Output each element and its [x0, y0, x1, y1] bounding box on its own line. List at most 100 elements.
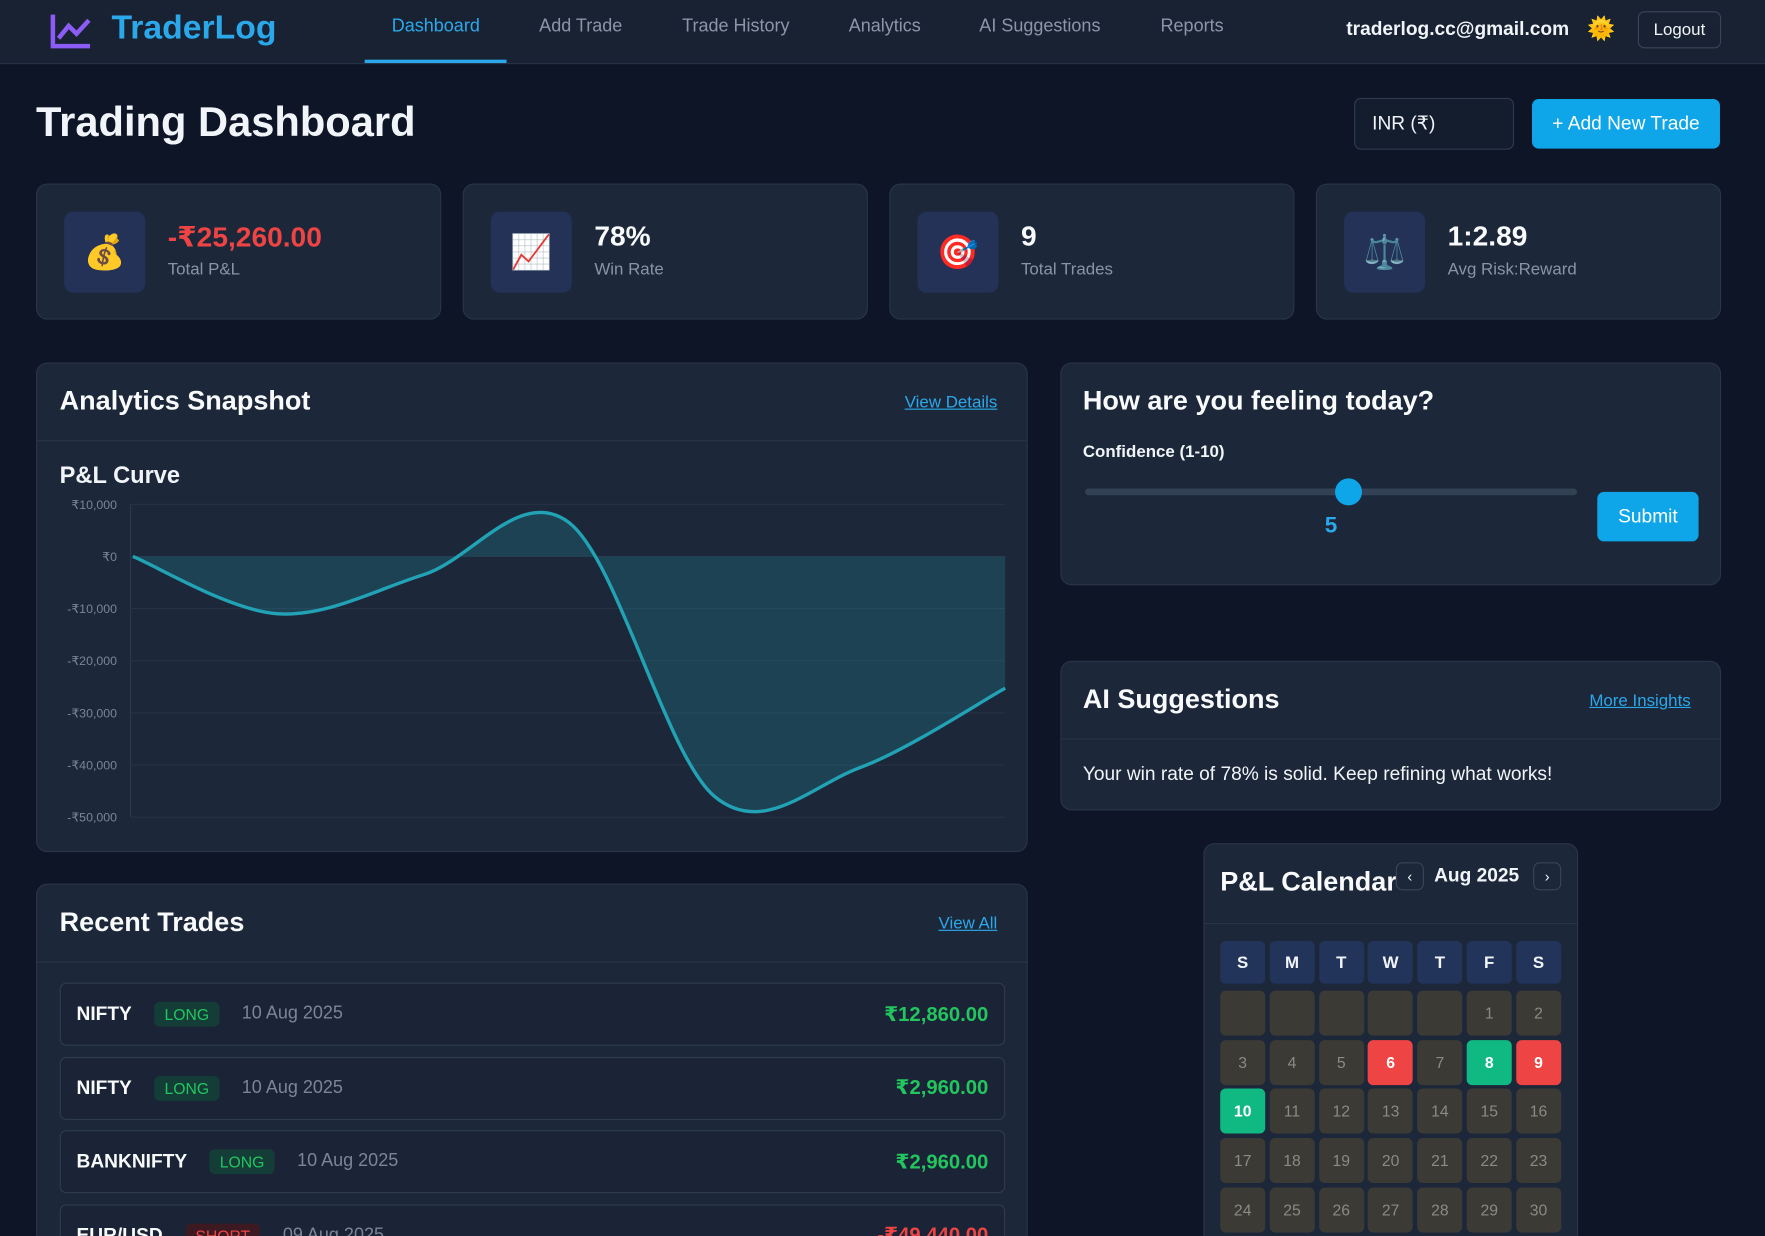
calendar-day[interactable]: 29	[1466, 1187, 1512, 1233]
next-month[interactable]: ›	[1533, 862, 1562, 891]
empty-day	[1417, 990, 1463, 1036]
nav-active-underline	[364, 59, 507, 64]
weekday-header: T	[1318, 941, 1364, 984]
calendar-day[interactable]: 19	[1318, 1138, 1364, 1184]
calendar-day[interactable]: 11	[1269, 1088, 1315, 1134]
calendar-day[interactable]: 15	[1466, 1088, 1512, 1134]
trade-pnl: -₹49,440.00	[877, 1223, 989, 1236]
calendar-day[interactable]: 14	[1417, 1088, 1463, 1134]
stat-icon: 🎯	[917, 211, 999, 293]
calendar-day[interactable]: 8	[1466, 1039, 1512, 1085]
calendar-day[interactable]: 25	[1269, 1187, 1315, 1233]
trade-date: 10 Aug 2025	[241, 1077, 343, 1097]
stat-card: 🎯 9 Total Trades	[889, 183, 1295, 320]
divider	[37, 961, 1027, 963]
nav-item[interactable]: Analytics	[848, 16, 921, 37]
theme-toggle[interactable]: 🌞	[1587, 16, 1616, 42]
empty-day	[1220, 990, 1266, 1036]
nav-item[interactable]: Trade History	[682, 16, 790, 37]
calendar-day[interactable]: 26	[1318, 1187, 1364, 1233]
empty-day	[1318, 990, 1364, 1036]
trade-row[interactable]: NIFTY LONG 10 Aug 2025 ₹12,860.00	[59, 982, 1006, 1046]
slider-track[interactable]	[1085, 488, 1578, 496]
more-insights-link[interactable]: More Insights	[1589, 691, 1691, 711]
weekday-header: F	[1466, 941, 1512, 984]
calendar-day[interactable]: 22	[1466, 1138, 1512, 1184]
trade-symbol: NIFTY	[76, 1076, 132, 1099]
y-tick-label: ₹0	[102, 550, 117, 564]
logo-icon	[50, 14, 91, 49]
divider	[1061, 738, 1720, 740]
slider-value: 5	[1324, 513, 1338, 539]
chart-title: P&L Curve	[59, 462, 181, 489]
calendar-day[interactable]: 10	[1220, 1088, 1266, 1134]
view-details-link[interactable]: View Details	[904, 392, 998, 412]
stat-label: Total P&L	[167, 260, 241, 280]
calendar-day[interactable]: 6	[1368, 1039, 1414, 1085]
pnl-line	[132, 510, 1007, 814]
logout-button[interactable]: Logout	[1637, 11, 1722, 49]
calendar-day[interactable]: 24	[1220, 1187, 1266, 1233]
currency-select[interactable]: INR (₹)	[1354, 97, 1514, 150]
trade-symbol: BANKNIFTY	[76, 1150, 188, 1172]
calendar-day[interactable]: 28	[1417, 1187, 1463, 1233]
user-email: traderlog.cc@gmail.com	[1346, 18, 1570, 40]
calendar-day[interactable]: 9	[1516, 1039, 1562, 1085]
prev-month[interactable]: ‹	[1395, 862, 1424, 891]
trade-symbol: EUR/USD	[76, 1224, 163, 1236]
calendar-day[interactable]: 4	[1269, 1039, 1315, 1085]
nav-item[interactable]: Dashboard	[391, 16, 480, 37]
calendar-day[interactable]: 18	[1269, 1138, 1315, 1184]
recent-trades-card: Recent Trades View All NIFTY LONG 10 Aug 2…	[36, 883, 1028, 1236]
stat-value: 1:2.89	[1447, 220, 1528, 253]
trade-side-badge: LONG	[154, 1001, 220, 1027]
trade-side-badge: LONG	[209, 1149, 275, 1175]
card-title: Recent Trades	[59, 907, 245, 938]
stat-card: ⚖️ 1:2.89 Avg Risk:Reward	[1315, 183, 1722, 320]
calendar-day[interactable]: 3	[1220, 1039, 1266, 1085]
stat-card: 📈 78% Win Rate	[462, 183, 868, 320]
weekday-header: W	[1368, 941, 1414, 984]
page-title: Trading Dashboard	[36, 99, 416, 146]
y-tick-label: -₹40,000	[67, 759, 117, 773]
calendar-day[interactable]: 12	[1318, 1088, 1364, 1134]
nav-item[interactable]: Add Trade	[539, 16, 623, 37]
trade-pnl: ₹2,960.00	[895, 1149, 989, 1173]
calendar-day[interactable]: 16	[1516, 1088, 1562, 1134]
nav-item[interactable]: AI Suggestions	[979, 16, 1101, 37]
calendar-day[interactable]: 20	[1368, 1138, 1414, 1184]
calendar-day[interactable]: 5	[1318, 1039, 1364, 1085]
y-tick-label: -₹20,000	[67, 654, 117, 668]
calendar-day[interactable]: 13	[1368, 1088, 1414, 1134]
trade-row[interactable]: EUR/USD SHORT 09 Aug 2025 -₹49,440.00	[59, 1203, 1006, 1236]
calendar-day[interactable]: 30	[1516, 1187, 1562, 1233]
calendar-day[interactable]: 23	[1516, 1138, 1562, 1184]
trade-row[interactable]: NIFTY LONG 10 Aug 2025 ₹2,960.00	[59, 1056, 1006, 1120]
add-trade-button[interactable]: + Add New Trade	[1531, 99, 1720, 149]
nav-item[interactable]: Reports	[1160, 16, 1224, 37]
calendar-day[interactable]: 1	[1466, 990, 1512, 1036]
calendar-day[interactable]: 7	[1417, 1039, 1463, 1085]
pnl-area	[132, 512, 1006, 812]
view-all-link[interactable]: View All	[938, 914, 998, 934]
submit-button[interactable]: Submit	[1597, 491, 1699, 542]
calendar-day[interactable]: 21	[1417, 1138, 1463, 1184]
calendar-day[interactable]: 17	[1220, 1138, 1266, 1184]
stat-label: Win Rate	[594, 260, 664, 280]
calendar-day[interactable]: 2	[1516, 990, 1562, 1036]
stat-label: Total Trades	[1020, 260, 1113, 280]
pnl-chart: ₹10,000 ₹0 -₹10,000 -₹20,000 -₹30,000 -₹40,00…	[67, 498, 1007, 825]
y-tick-label: -₹50,000	[67, 811, 117, 825]
y-tick-label: -₹30,000	[67, 706, 117, 720]
trade-row[interactable]: BANKNIFTY LONG 10 Aug 2025 ₹2,960.00	[59, 1130, 1006, 1194]
empty-day	[1269, 990, 1315, 1036]
trade-date: 09 Aug 2025	[282, 1225, 385, 1236]
trade-date: 10 Aug 2025	[241, 1004, 343, 1024]
calendar-day[interactable]: 27	[1368, 1187, 1414, 1233]
divider	[37, 440, 1027, 442]
slider-thumb[interactable]	[1335, 478, 1363, 506]
month-label: Aug 2025	[1434, 864, 1520, 886]
empty-day	[1368, 990, 1414, 1036]
